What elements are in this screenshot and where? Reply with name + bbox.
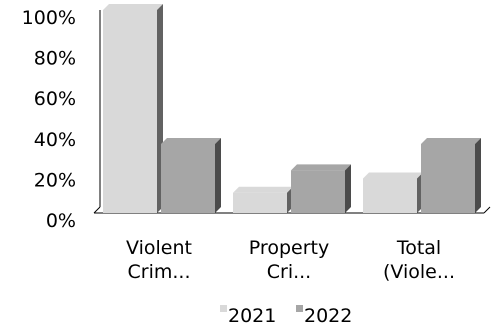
y-tick-label: 60% [34,88,76,110]
bar-top [363,172,423,179]
bar-front [103,10,157,213]
bar-top [421,137,481,144]
chart-axes [93,10,491,214]
legend-label: 2021 [228,305,276,327]
bar-2021-1 [233,186,293,213]
y-tick-label: 100% [22,7,76,29]
chart-bars [103,4,481,213]
x-category-label: Violent Crim... [126,237,192,283]
y-tick-label: 0% [46,210,76,232]
bar-front [233,192,287,213]
bar-top [161,137,221,144]
bar-2022-2 [421,137,481,213]
bar-side [475,137,481,213]
bar-front [161,143,215,213]
y-tick-label: 40% [34,129,76,151]
bar-front [421,143,475,213]
y-tick-label: 80% [34,48,76,70]
y-axis-ticks: 0% 20% 40% 60% 80% 100% [22,7,76,232]
legend-swatch [220,305,227,312]
legend-item-2022: 2022 [296,305,352,327]
chart-legend: 2021 2022 [220,305,352,327]
bar-top [233,186,293,193]
x-axis-categories: Violent Crim... Property Cri... Total (Viole.… [126,237,455,283]
legend-label: 2022 [304,305,352,327]
bar-2021-2 [363,172,423,213]
bar-side [345,164,351,213]
bar-top [291,164,351,171]
legend-item-2021: 2021 [220,305,276,327]
x-axis-depth-edge [483,206,491,214]
bar-front [363,178,417,213]
bar-2021-0 [103,4,163,213]
x-category-label: Property Cri... [249,237,329,283]
bar-top [103,4,163,10]
bar-front [291,170,345,213]
bar-side [215,137,221,213]
y-axis-depth-edge [93,206,101,214]
bar-2022-1 [291,164,351,213]
y-tick-label: 20% [34,169,76,191]
bar-2022-0 [161,137,221,213]
x-category-label: Total (Viole... [383,237,455,283]
legend-swatch [296,305,303,312]
